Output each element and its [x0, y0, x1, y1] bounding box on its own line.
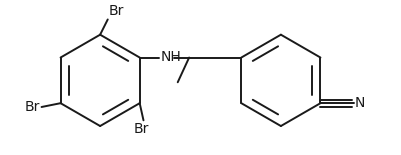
Text: NH: NH	[161, 50, 181, 64]
Text: Br: Br	[109, 4, 124, 18]
Text: N: N	[355, 96, 365, 110]
Text: Br: Br	[134, 122, 149, 136]
Text: Br: Br	[24, 100, 40, 114]
